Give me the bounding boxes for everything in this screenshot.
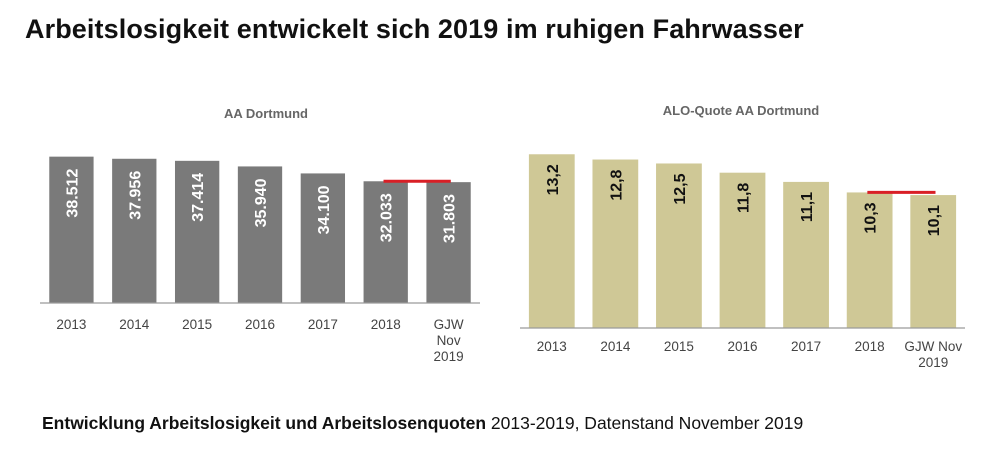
left-value-label: 37.414 [190, 173, 207, 222]
left-tick-line: 2016 [245, 317, 275, 332]
right-chart-title: ALO-Quote AA Dortmund [663, 103, 820, 118]
left-tick-label: 2014 [119, 317, 150, 332]
left-bar [426, 182, 471, 303]
left-tick-line: 2017 [308, 317, 338, 332]
left-tick-label: 2013 [56, 317, 86, 332]
right-value-label: 11,1 [799, 192, 816, 222]
left-tick-line: 2013 [56, 317, 86, 332]
right-value-label: 10,1 [926, 205, 943, 236]
left-tick-line: 2015 [182, 317, 212, 332]
right-bar [846, 192, 893, 328]
right-tick-label: 2015 [664, 339, 694, 354]
left-value-label: 35.940 [253, 178, 270, 227]
chart-alo-quote-svg: ALO-Quote AA Dortmund 13,2 2013 12,8 2014 12,… [520, 103, 965, 370]
right-tick-line: 2013 [537, 339, 567, 354]
caption-rest: 2013-2019, Datenstand November 2019 [486, 413, 804, 433]
left-tick-line: 2019 [434, 349, 464, 364]
right-bar [592, 159, 639, 328]
caption: Entwicklung Arbeitslosigkeit und Arbeits… [42, 413, 803, 434]
right-tick-line: 2016 [727, 339, 757, 354]
right-tick-line: 2017 [791, 339, 821, 354]
left-tick-line: 2018 [371, 317, 401, 332]
chart-alo-quote: ALO-Quote AA Dortmund 13,2 2013 12,8 2014 12,… [515, 90, 975, 380]
right-bar [656, 163, 702, 328]
left-tick-line: 2014 [119, 317, 150, 332]
left-bar [300, 173, 346, 303]
left-bar [174, 160, 220, 303]
left-bar [363, 181, 408, 303]
left-tick-label: 2017 [308, 317, 338, 332]
right-tick-label: 2014 [600, 339, 631, 354]
caption-bold: Entwicklung Arbeitslosigkeit und Arbeits… [42, 413, 487, 433]
left-tick-label: 2015 [182, 317, 212, 332]
left-tick-label: GJW Nov 2019 [434, 317, 464, 364]
left-tick-label: 2018 [371, 317, 401, 332]
right-bar [783, 181, 829, 328]
right-tick-label: 2017 [791, 339, 821, 354]
page-title: Arbeitslosigkeit entwickelt sich 2019 im… [25, 14, 804, 44]
right-value-label: 10,3 [863, 202, 880, 233]
chart-aa-dortmund-svg: AA Dortmund 38.512 2013 37.956 2014 37.414 201… [40, 106, 480, 364]
right-tick-line: 2015 [664, 339, 694, 354]
left-value-label: 38.512 [64, 169, 81, 218]
left-value-label: 37.956 [127, 171, 144, 220]
left-value-label: 34.100 [316, 185, 333, 234]
left-value-label: 31.803 [442, 194, 459, 243]
left-tick-line: Nov [437, 333, 461, 348]
right-tick-line: GJW Nov [904, 339, 962, 354]
right-value-label: 11,8 [736, 183, 753, 213]
left-bar [49, 156, 94, 303]
left-tick-line: GJW [434, 317, 464, 332]
left-bar [237, 166, 283, 303]
right-value-label: 12,8 [608, 169, 625, 200]
right-value-label: 12,5 [672, 173, 689, 204]
right-tick-line: 2014 [600, 339, 631, 354]
left-value-label: 32.033 [379, 193, 396, 242]
right-bar [719, 172, 766, 328]
left-bar [112, 158, 157, 303]
right-tick-line: 2019 [918, 355, 948, 370]
right-bar [528, 154, 575, 328]
chart-aa-dortmund: AA Dortmund 38.512 2013 37.956 2014 37.414 201… [30, 90, 490, 380]
left-chart-title: AA Dortmund [224, 106, 308, 121]
right-tick-label: 2018 [855, 339, 885, 354]
right-bar [910, 195, 957, 328]
left-tick-label: 2016 [245, 317, 275, 332]
right-tick-label: 2013 [537, 339, 567, 354]
right-tick-label: GJW Nov 2019 [904, 339, 962, 370]
right-tick-line: 2018 [855, 339, 885, 354]
right-value-label: 13,2 [545, 164, 562, 195]
right-tick-label: 2016 [727, 339, 757, 354]
